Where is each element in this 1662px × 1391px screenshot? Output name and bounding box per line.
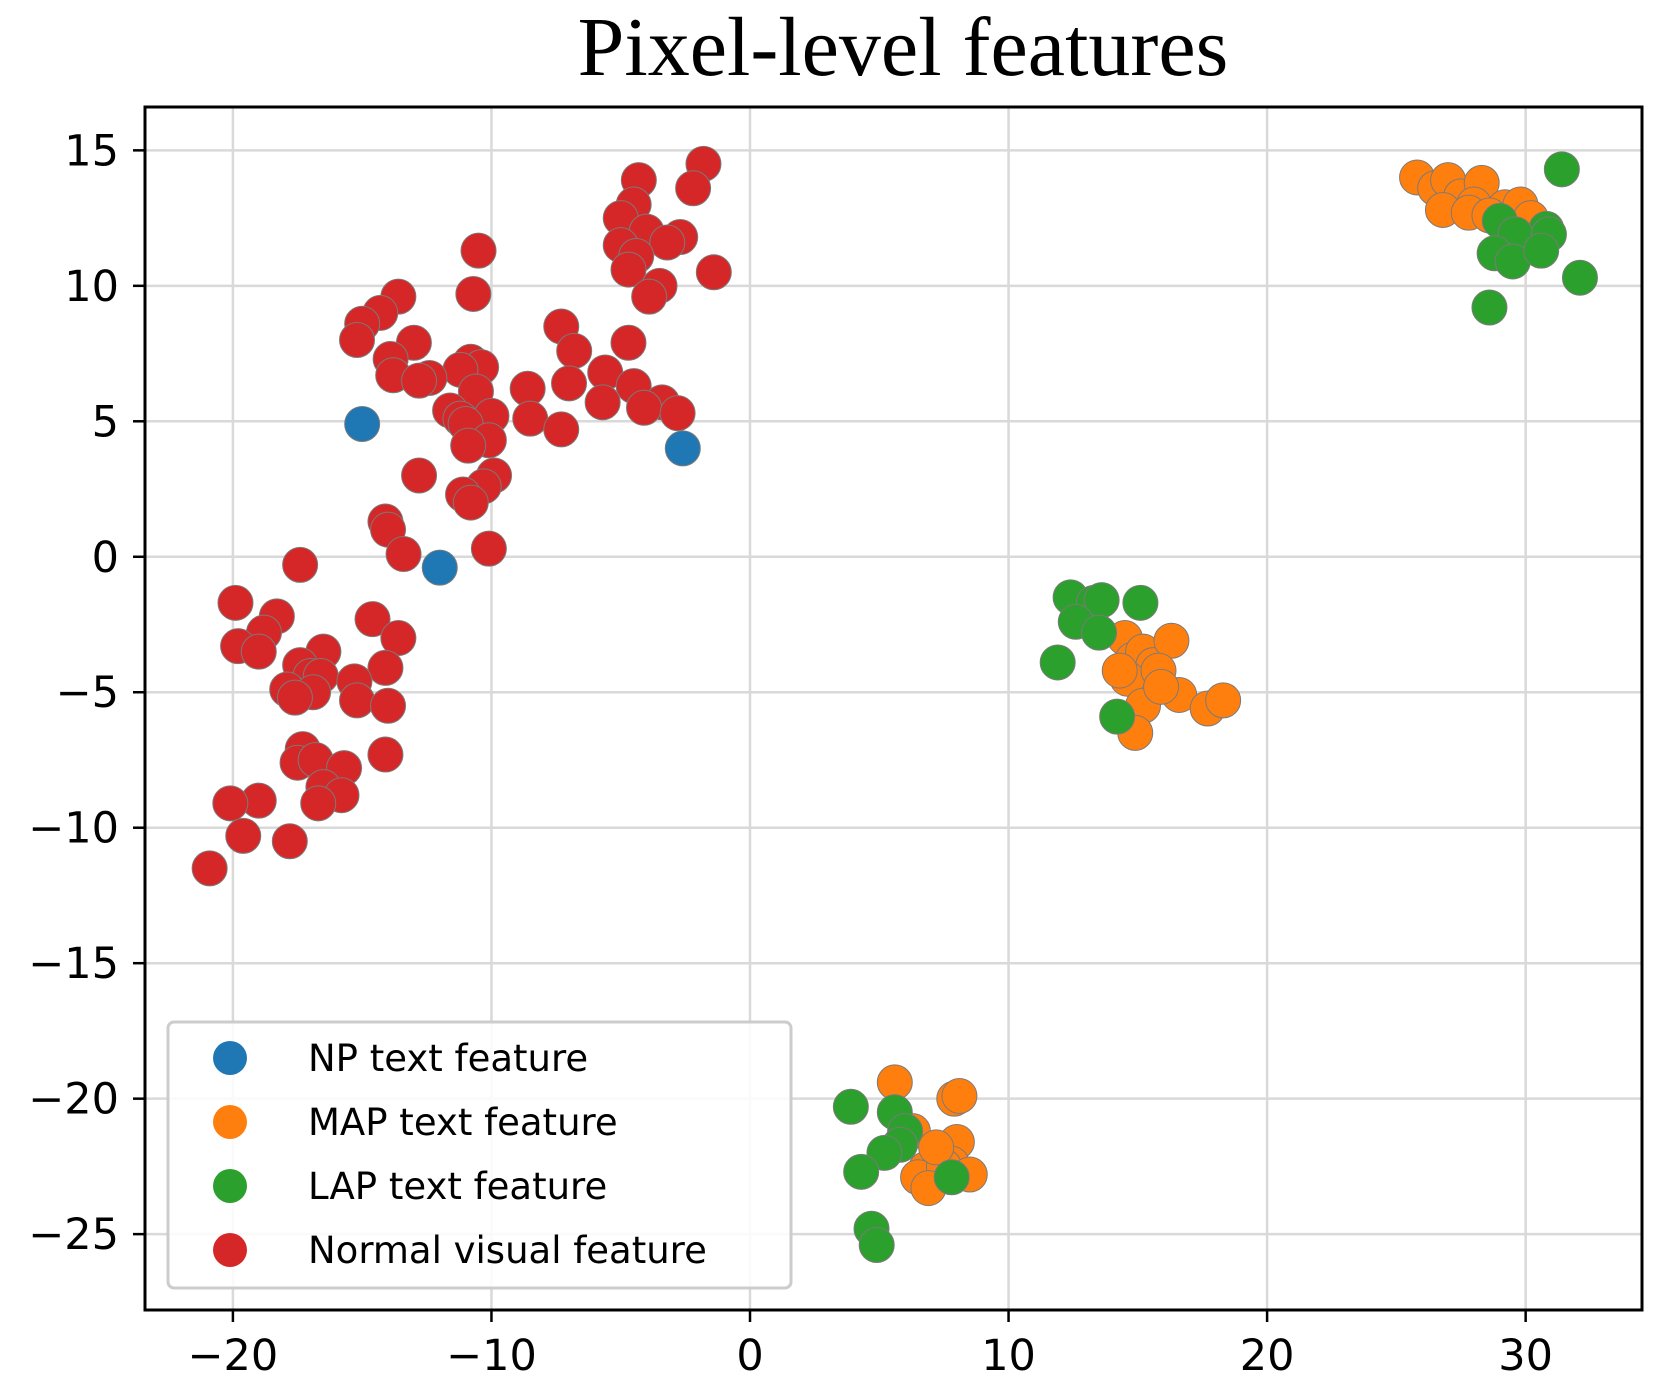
data-point: [1523, 232, 1560, 269]
data-point: [367, 736, 404, 773]
y-tick-label: −20: [28, 1075, 119, 1125]
y-tick-label: −25: [28, 1210, 119, 1260]
legend-label: LAP text feature: [308, 1165, 607, 1208]
data-point: [276, 679, 313, 716]
data-point: [1471, 289, 1508, 326]
data-point: [512, 400, 549, 437]
data-point: [354, 601, 391, 638]
data-point: [282, 546, 319, 583]
data-point: [1081, 614, 1118, 651]
data-point: [217, 584, 254, 621]
data-point: [385, 536, 422, 573]
data-point: [470, 530, 507, 567]
data-point: [649, 224, 686, 261]
x-tick-label: −10: [446, 1331, 537, 1381]
data-point: [543, 411, 580, 448]
x-axis: −20 −10 0 10 20 30: [188, 1310, 1553, 1381]
legend-label: NP text feature: [308, 1037, 588, 1080]
data-point: [455, 275, 492, 312]
y-tick-label: 10: [64, 262, 119, 312]
data-point: [460, 232, 497, 269]
data-point: [1561, 259, 1598, 296]
x-tick-label: 0: [736, 1331, 763, 1381]
series-np-text-feature: [344, 406, 701, 586]
data-point: [370, 687, 407, 724]
data-point: [450, 427, 487, 464]
x-tick-label: 10: [981, 1331, 1036, 1381]
data-point: [339, 322, 376, 359]
y-tick-label: −10: [28, 804, 119, 854]
data-point: [584, 384, 621, 421]
data-point: [401, 362, 438, 399]
legend-marker: [213, 1041, 247, 1075]
plot-area: [143, 105, 1644, 1312]
data-point: [225, 817, 262, 854]
data-point: [832, 1088, 869, 1125]
x-tick-label: 30: [1498, 1331, 1553, 1381]
data-point: [344, 406, 381, 443]
y-tick-label: 0: [92, 533, 119, 583]
data-point: [339, 682, 376, 719]
data-point: [367, 649, 404, 686]
data-point: [1099, 698, 1136, 735]
data-point: [1101, 652, 1138, 689]
legend-label: Normal visual feature: [308, 1229, 707, 1272]
legend-label: MAP text feature: [308, 1101, 618, 1144]
data-point: [1543, 151, 1580, 188]
legend: NP text feature MAP text feature LAP text …: [166, 1020, 793, 1290]
y-tick-label: −15: [28, 939, 119, 989]
data-point: [452, 484, 489, 521]
data-point: [858, 1226, 895, 1263]
data-point: [659, 395, 696, 432]
data-point: [610, 324, 647, 361]
plot-frame: [143, 105, 1644, 1312]
y-tick-label: 15: [64, 126, 119, 176]
x-tick-label: −20: [188, 1331, 279, 1381]
data-point: [664, 430, 701, 467]
data-point: [631, 278, 668, 315]
chart-title: Pixel-level features: [578, 1, 1229, 94]
y-tick-label: −5: [56, 668, 119, 718]
data-point: [941, 1077, 978, 1114]
data-point: [675, 170, 712, 207]
y-tick-label: 5: [92, 397, 119, 447]
legend-marker: [213, 1233, 247, 1267]
data-point: [933, 1159, 970, 1196]
data-point: [421, 549, 458, 586]
data-point: [626, 389, 662, 426]
data-point: [610, 251, 647, 288]
data-point: [918, 1129, 955, 1166]
data-point: [240, 633, 277, 670]
series-lap-text-feature: [832, 151, 1598, 1263]
data-point: [212, 785, 249, 822]
data-point: [843, 1153, 880, 1190]
data-point: [191, 850, 228, 887]
data-point: [1205, 682, 1242, 719]
data-point: [1039, 644, 1076, 681]
legend-marker: [213, 1105, 247, 1139]
data-point: [551, 365, 588, 402]
data-point: [556, 332, 593, 369]
legend-marker: [213, 1169, 247, 1203]
data-point: [695, 254, 732, 291]
data-point: [271, 823, 308, 860]
legend-box: [166, 1020, 793, 1290]
series-normal-visual-feature: [191, 145, 732, 887]
x-tick-label: 20: [1240, 1331, 1295, 1381]
y-axis: 15 10 5 0 −5 −10 −15 −20 −25: [28, 126, 145, 1260]
data-point: [1122, 584, 1159, 621]
data-point: [1143, 668, 1180, 705]
data-point: [300, 785, 337, 822]
series-map-text-feature: [876, 159, 1549, 1207]
data-point: [401, 457, 438, 494]
